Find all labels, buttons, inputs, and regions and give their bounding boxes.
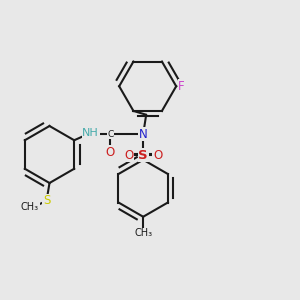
Text: O: O: [106, 146, 115, 159]
Text: O: O: [153, 149, 162, 162]
Text: NH: NH: [82, 128, 99, 138]
Text: CH₃: CH₃: [21, 202, 39, 212]
Text: S: S: [43, 194, 50, 208]
Text: C: C: [107, 130, 113, 139]
Text: F: F: [178, 80, 185, 93]
Text: O: O: [124, 149, 134, 162]
Text: N: N: [139, 128, 148, 141]
Text: CH₃: CH₃: [134, 228, 152, 238]
Text: S: S: [138, 149, 148, 162]
